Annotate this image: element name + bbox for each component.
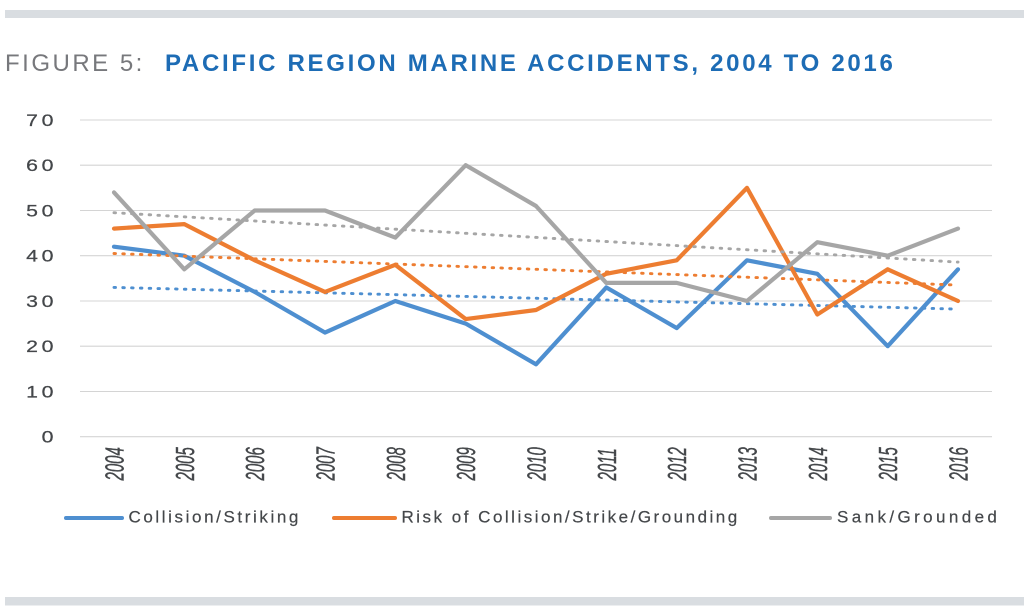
svg-text:Collision/Striking: Collision/Striking <box>129 508 301 527</box>
svg-text:FIGURE 5:: FIGURE 5: <box>5 50 145 77</box>
svg-text:2008: 2008 <box>383 447 411 481</box>
svg-text:2006: 2006 <box>242 447 270 481</box>
svg-text:2013: 2013 <box>735 447 763 481</box>
svg-text:2016: 2016 <box>946 447 974 481</box>
svg-text:20: 20 <box>26 338 57 357</box>
svg-text:10: 10 <box>26 383 57 402</box>
svg-text:2015: 2015 <box>875 447 903 481</box>
svg-text:30: 30 <box>26 293 57 312</box>
svg-text:70: 70 <box>26 112 57 131</box>
svg-text:Sank/Grounded: Sank/Grounded <box>837 508 1000 527</box>
svg-text:2009: 2009 <box>453 447 481 481</box>
svg-text:PACIFIC REGION MARINE ACCIDENT: PACIFIC REGION MARINE ACCIDENTS, 2004 TO… <box>165 50 896 77</box>
svg-text:2004: 2004 <box>102 447 130 481</box>
svg-text:50: 50 <box>26 202 57 221</box>
svg-text:2007: 2007 <box>313 446 341 481</box>
svg-text:60: 60 <box>26 157 57 176</box>
svg-text:2011: 2011 <box>594 448 622 481</box>
svg-text:2005: 2005 <box>172 447 200 481</box>
svg-text:2010: 2010 <box>524 447 552 481</box>
svg-text:2014: 2014 <box>805 447 833 481</box>
svg-text:Risk of Collision/Strike/Groun: Risk of Collision/Strike/Grounding <box>402 508 740 527</box>
svg-text:40: 40 <box>26 248 57 267</box>
svg-text:0: 0 <box>42 429 58 448</box>
svg-text:2012: 2012 <box>664 447 692 481</box>
